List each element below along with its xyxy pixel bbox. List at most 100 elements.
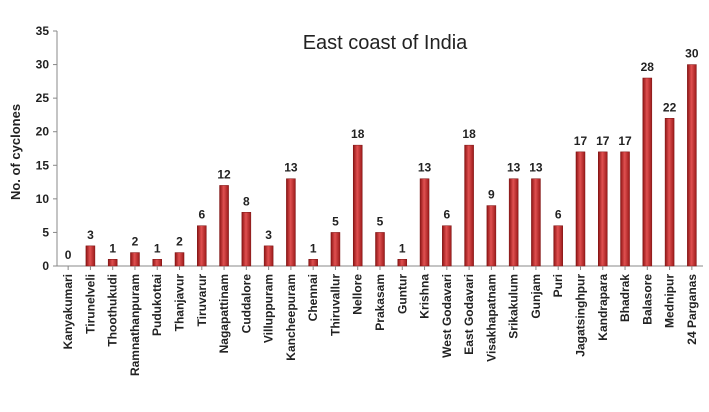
data-label: 13 (284, 161, 298, 175)
x-tick-label: Kanyakumari (61, 274, 75, 349)
data-label: 1 (154, 241, 161, 255)
x-tick-label: Chennai (306, 274, 320, 321)
x-tick-label: Mednipur (663, 274, 677, 328)
data-label: 12 (217, 167, 231, 181)
data-label: 1 (399, 241, 406, 255)
x-tick-label: Kancheepuram (284, 274, 298, 361)
x-tick-label: Puri (551, 274, 565, 297)
data-label: 2 (132, 235, 139, 249)
x-tick-label: Villuppuram (262, 274, 276, 343)
x-tick-label: Visakhapatnam (484, 274, 498, 362)
x-tick-label: Thiruvallur (328, 274, 342, 336)
x-tick-label: Bhadrak (618, 274, 632, 322)
data-label: 17 (574, 134, 588, 148)
bar (486, 205, 497, 267)
x-tick-label: Cuddalore (239, 274, 253, 334)
y-tick-label: 15 (36, 158, 50, 172)
data-label: 17 (618, 134, 632, 148)
y-tick-label: 25 (36, 91, 50, 105)
x-tick-label: Thoothukudi (106, 274, 120, 347)
bar (508, 178, 519, 267)
x-tick-label: Gunjam (529, 274, 543, 319)
data-label: 6 (443, 208, 450, 222)
data-label: 30 (685, 47, 699, 61)
x-tick-label: Prakasam (373, 274, 387, 331)
data-label: 22 (663, 100, 677, 114)
bar (531, 178, 541, 267)
bar (620, 151, 630, 267)
x-tick-label: Guntur (395, 274, 409, 314)
x-tick-label: Jagatsinghpur (573, 274, 587, 357)
x-tick-label: Kandrapara (596, 274, 610, 341)
bar (107, 259, 118, 267)
bar (197, 225, 207, 267)
data-label: 13 (529, 161, 543, 175)
bar (375, 232, 385, 267)
data-label: 3 (265, 228, 272, 242)
bar (241, 212, 252, 267)
x-tick-label: Nellore (351, 274, 365, 315)
x-axis-labels-group: Kanyakumari Tirunelveli Thoothukudi Ramnath… (61, 266, 699, 376)
x-tick-label: Tirunelveli (83, 274, 97, 334)
x-tick-label: West Godavari (440, 274, 454, 358)
bar (598, 151, 608, 267)
x-tick-label: Krishna (418, 274, 432, 319)
bar (352, 144, 363, 267)
x-tick-label: East Godavari (462, 274, 476, 355)
y-axis-label: No. of cyclones (8, 104, 23, 200)
y-tick-label: 0 (42, 259, 49, 273)
bar (553, 225, 563, 267)
bar (664, 118, 675, 267)
data-label: 8 (243, 194, 250, 208)
bar (442, 225, 452, 267)
x-tick-label: Nagapattinam (217, 274, 231, 353)
bar (308, 259, 318, 267)
bar (286, 178, 296, 267)
bar (642, 77, 653, 267)
chart-title: East coast of India (303, 32, 468, 54)
x-tick-label: 24 Parganas (685, 274, 699, 345)
y-axis-ticks: 0 5 10 15 20 25 30 35 (36, 24, 57, 273)
data-label: 1 (310, 241, 317, 255)
data-label: 3 (87, 228, 94, 242)
y-tick-label: 10 (36, 192, 50, 206)
x-tick-label: Tiruvarur (195, 274, 209, 327)
data-label: 28 (641, 60, 655, 74)
bar (464, 144, 474, 267)
data-label: 2 (176, 235, 183, 249)
data-label: 13 (507, 161, 521, 175)
bar (575, 151, 586, 267)
bar (85, 245, 96, 267)
bar (397, 259, 408, 267)
y-tick-label: 5 (42, 225, 49, 239)
data-label: 13 (418, 161, 432, 175)
x-tick-label: Thanjavur (173, 274, 187, 332)
data-label: 17 (596, 134, 610, 148)
y-tick-label: 20 (36, 125, 50, 139)
data-label: 5 (377, 214, 384, 228)
x-tick-label: Balasore (640, 274, 654, 325)
x-tick-label: Pudukottai (150, 274, 164, 336)
bars-group (85, 64, 697, 267)
data-label: 1 (109, 241, 116, 255)
data-label: 18 (462, 127, 476, 141)
y-tick-label: 30 (36, 58, 50, 72)
bar (219, 185, 229, 267)
y-tick-label: 35 (36, 24, 50, 38)
bar (174, 252, 185, 267)
data-label: 0 (65, 248, 72, 262)
bar (419, 178, 430, 267)
data-label: 5 (332, 214, 339, 228)
bar (263, 245, 274, 267)
x-tick-label: Ramnathanpuram (128, 274, 142, 376)
bar (130, 252, 140, 267)
data-label: 18 (351, 127, 365, 141)
data-label: 6 (198, 208, 205, 222)
bar (152, 259, 162, 267)
data-label: 9 (488, 188, 495, 202)
data-label: 6 (555, 208, 562, 222)
x-tick-label: Srikakulum (507, 274, 521, 339)
